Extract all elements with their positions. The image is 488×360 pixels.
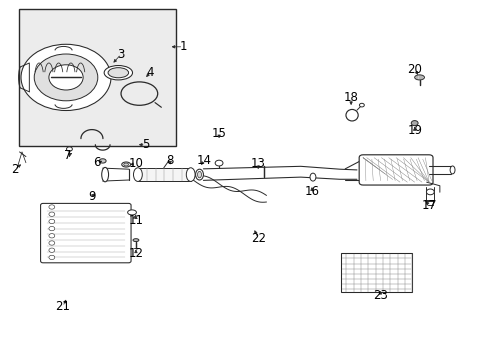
Circle shape bbox=[49, 219, 55, 224]
Ellipse shape bbox=[104, 66, 132, 80]
Circle shape bbox=[49, 65, 83, 90]
FancyBboxPatch shape bbox=[358, 155, 432, 185]
Circle shape bbox=[49, 248, 55, 252]
Circle shape bbox=[66, 147, 72, 151]
Text: 14: 14 bbox=[197, 154, 211, 167]
Circle shape bbox=[49, 255, 55, 260]
Circle shape bbox=[49, 212, 55, 216]
Bar bbox=[19, 9, 176, 146]
Text: 2: 2 bbox=[11, 163, 19, 176]
Circle shape bbox=[215, 160, 223, 166]
Text: 13: 13 bbox=[250, 157, 265, 170]
Text: 17: 17 bbox=[421, 199, 436, 212]
Circle shape bbox=[49, 226, 55, 231]
Ellipse shape bbox=[122, 162, 130, 167]
Ellipse shape bbox=[359, 103, 364, 107]
Text: 8: 8 bbox=[166, 154, 174, 167]
Text: 4: 4 bbox=[146, 66, 154, 78]
Text: 9: 9 bbox=[88, 190, 96, 203]
Bar bbox=[139, 168, 190, 181]
Circle shape bbox=[21, 44, 111, 111]
Ellipse shape bbox=[133, 239, 139, 242]
Circle shape bbox=[49, 205, 55, 209]
Text: 20: 20 bbox=[407, 63, 421, 76]
Text: 1: 1 bbox=[179, 40, 187, 53]
Circle shape bbox=[49, 241, 55, 245]
Circle shape bbox=[34, 54, 98, 101]
Ellipse shape bbox=[99, 159, 106, 163]
Ellipse shape bbox=[449, 166, 454, 174]
Ellipse shape bbox=[414, 75, 424, 80]
Text: 5: 5 bbox=[142, 138, 149, 151]
Text: 21: 21 bbox=[55, 300, 70, 313]
Ellipse shape bbox=[309, 173, 315, 181]
Circle shape bbox=[410, 121, 417, 126]
Text: 16: 16 bbox=[304, 185, 319, 198]
Text: 6: 6 bbox=[93, 156, 101, 169]
Bar bbox=[341, 253, 411, 292]
Ellipse shape bbox=[127, 210, 136, 215]
Ellipse shape bbox=[133, 168, 142, 181]
Text: 22: 22 bbox=[250, 232, 265, 245]
Text: 23: 23 bbox=[372, 289, 387, 302]
Ellipse shape bbox=[108, 68, 128, 78]
FancyBboxPatch shape bbox=[41, 203, 131, 263]
Text: 15: 15 bbox=[211, 127, 226, 140]
Text: 12: 12 bbox=[128, 247, 143, 260]
Text: 3: 3 bbox=[117, 48, 125, 60]
Text: 19: 19 bbox=[407, 124, 421, 137]
Text: 10: 10 bbox=[128, 157, 143, 170]
Circle shape bbox=[426, 189, 433, 195]
Ellipse shape bbox=[102, 167, 108, 182]
Text: 18: 18 bbox=[343, 91, 358, 104]
Text: 7: 7 bbox=[63, 149, 71, 162]
Ellipse shape bbox=[195, 169, 203, 180]
Ellipse shape bbox=[197, 171, 201, 178]
Circle shape bbox=[49, 234, 55, 238]
Ellipse shape bbox=[186, 168, 195, 181]
Text: 11: 11 bbox=[128, 214, 143, 227]
Ellipse shape bbox=[123, 163, 128, 166]
Ellipse shape bbox=[345, 109, 357, 121]
